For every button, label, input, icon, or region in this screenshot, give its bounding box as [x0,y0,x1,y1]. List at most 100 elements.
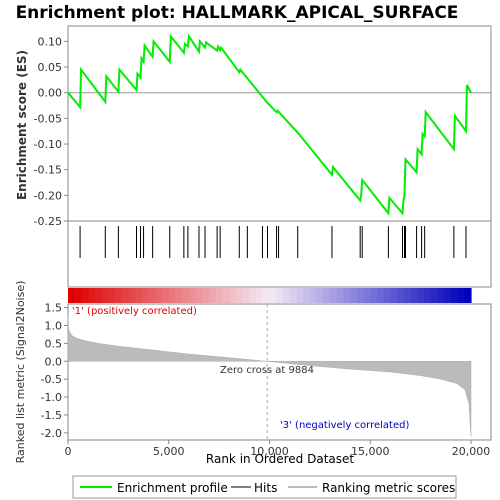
rank-color-segment [282,288,291,303]
rank-tick-label: 0 [65,445,72,458]
rank-color-segment [410,288,418,303]
metric-tick-label: -1.0 [41,391,62,404]
rank-axis-ticks: 0 5,000 10,000 15,000 20,000 [65,440,490,458]
rank-color-segment [222,288,230,303]
rank-color-segment [101,288,109,303]
rank-color-segment [115,288,123,303]
legend: Enrichment profile Hits Ranking metric s… [72,475,457,499]
rank-color-segment [437,288,445,303]
es-tick-label: 0.10 [38,35,63,48]
rank-color-segment [464,288,472,303]
rank-color-segment [390,288,398,303]
rank-color-segment [356,288,365,303]
rank-color-segment [121,288,129,303]
rank-color-segment [323,288,331,303]
rank-color-segment [242,288,250,303]
metric-axis-label: Ranked list metric (Signal2Noise) [14,281,27,464]
rank-color-segment [383,288,391,303]
legend-hits-label: Hits [254,481,277,495]
rank-color-segment [262,288,271,303]
enrichment-profile-line [67,33,472,216]
metric-tick-label: -2.0 [41,427,62,440]
es-tick-label: -0.05 [34,112,62,125]
rank-color-segment [329,288,338,303]
rank-color-segment [68,288,76,303]
es-tick-label: 0.00 [38,87,63,100]
es-axis-label: Enrichment score (ES) [15,50,29,200]
rank-tick-label: 10,000 [250,445,289,458]
rank-color-segment [202,288,210,303]
metric-tick-label: 1.0 [45,319,63,332]
positive-correlation-label: '1' (positively correlated) [72,306,197,317]
rank-color-segment [148,288,156,303]
metric-tick-label: 0.0 [45,355,63,368]
rank-axis-label: Rank in Ordered Dataset [206,452,354,466]
rank-color-segment [141,288,150,303]
rank-color-segment [316,288,324,303]
rank-color-segment [88,288,96,303]
rank-color-segment [128,288,136,303]
rank-color-segment [175,288,183,303]
rank-color-segment [430,288,438,303]
rank-color-segment [450,288,459,303]
rank-color-segment [162,288,170,303]
metric-tick-label: 0.5 [45,337,63,350]
rank-color-segment [417,288,425,303]
rank-color-segment [74,288,82,303]
legend-enrichment-label: Enrichment profile [117,481,228,495]
rank-color-bar [68,288,472,303]
rank-color-segment [309,288,318,303]
rank-color-segment [363,288,371,303]
rank-color-segment [195,288,203,303]
hits-panel-frame [67,220,492,288]
rank-tick-label: 5,000 [153,445,185,458]
rank-color-segment [235,288,244,303]
rank-color-segment [256,288,264,303]
rank-color-segment [377,288,385,303]
es-tick-label: -0.15 [34,164,62,177]
rank-color-segment [397,288,405,303]
rank-color-segment [289,288,297,303]
es-tick-label: -0.20 [34,189,62,202]
zero-cross-label: Zero cross at 9884 [220,365,314,376]
legend-box [72,475,457,499]
metric-tick-label: -1.5 [41,409,62,422]
es-axis-ticks: 0.10 0.05 0.00 -0.05 -0.10 -0.15 -0.20 -0.25 [34,35,68,228]
rank-color-segment [303,288,311,303]
rank-color-segment [276,288,284,303]
ranking-metric-area [67,314,472,437]
rank-color-segment [444,288,452,303]
rank-tick-label: 15,000 [351,445,390,458]
negative-correlation-label: '3' (negatively correlated) [280,420,409,431]
chart-title: Enrichment plot: HALLMARK_APICAL_SURFACE [16,3,459,23]
metric-axis-ticks: 1.5 1.0 0.5 0.0 -0.5 -1.0 -1.5 -2.0 [41,302,68,440]
rank-color-segment [424,288,432,303]
rank-color-segment [370,288,378,303]
rank-color-segment [296,288,304,303]
hits-track [79,226,467,258]
rank-color-segment [209,288,217,303]
rank-color-segment [457,288,465,303]
es-tick-label: -0.25 [34,215,62,228]
metric-tick-label: 1.5 [45,302,63,315]
es-tick-label: -0.10 [34,138,62,151]
es-tick-label: 0.05 [38,61,63,74]
rank-color-segment [249,288,257,303]
rank-color-segment [188,288,197,303]
rank-color-segment [350,288,358,303]
rank-color-segment [215,288,224,303]
rank-color-segment [336,288,344,303]
rank-color-segment [135,288,143,303]
legend-metric-label: Ranking metric scores [322,481,455,495]
rank-color-segment [94,288,103,303]
rank-color-segment [229,288,237,303]
rank-color-segment [81,288,89,303]
rank-color-segment [155,288,163,303]
rank-color-segment [168,288,177,303]
metric-tick-label: -0.5 [41,373,62,386]
rank-color-segment [403,288,412,303]
rank-color-segment [343,288,351,303]
rank-color-segment [108,288,116,303]
es-plot-frame [67,25,492,222]
